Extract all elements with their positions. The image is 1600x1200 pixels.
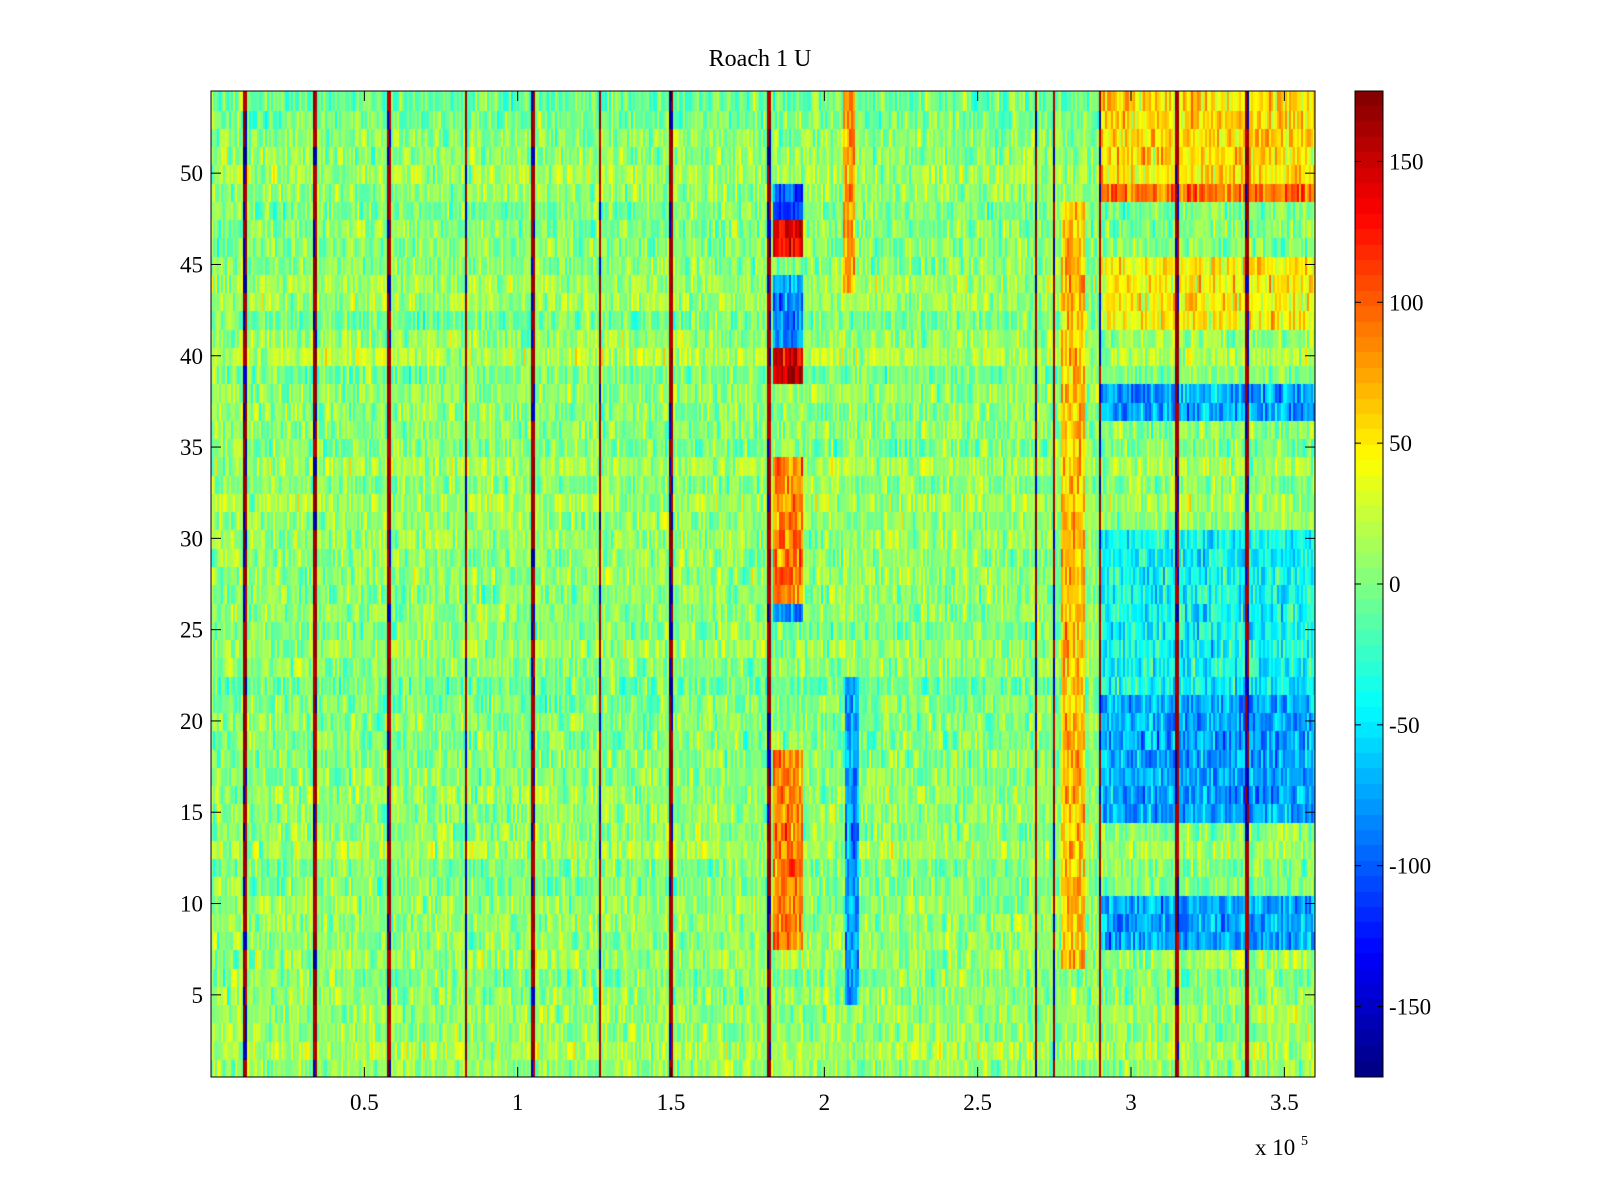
y-tick-label: 45 bbox=[180, 252, 203, 277]
colorbar-tick-label: -100 bbox=[1389, 854, 1431, 879]
x-axis: 0.5 1 1.5 2 2.5 3 3.5 bbox=[350, 91, 1299, 1115]
colorbar-tick-label: 0 bbox=[1389, 572, 1401, 597]
colorbar-tick-label: -150 bbox=[1389, 995, 1431, 1020]
x-tick-label: 2 bbox=[819, 1090, 831, 1115]
x-tick-label: 3 bbox=[1125, 1090, 1137, 1115]
y-tick-label: 30 bbox=[180, 526, 203, 551]
x-tick-label: 1.5 bbox=[657, 1090, 686, 1115]
x-tick-label: 2.5 bbox=[963, 1090, 992, 1115]
colorbar-tick-label: -50 bbox=[1389, 713, 1420, 738]
heatmap-cells bbox=[211, 91, 1315, 1077]
y-tick-label: 25 bbox=[180, 618, 203, 643]
x-tick-label: 3.5 bbox=[1270, 1090, 1299, 1115]
x-multiplier-exponent: 5 bbox=[1301, 1134, 1308, 1149]
colorbar-tick-label: 50 bbox=[1389, 431, 1412, 456]
y-tick-label: 35 bbox=[180, 435, 203, 460]
x-tick-label: 0.5 bbox=[350, 1090, 379, 1115]
y-axis: 5 10 15 20 25 30 35 40 45 50 bbox=[180, 161, 1315, 1008]
colorbar-axis: 150 100 50 0 -50 -100 -150 bbox=[1355, 149, 1431, 1020]
x-multiplier: x 10 5 bbox=[1255, 1134, 1308, 1160]
colorbar-tick-label: 100 bbox=[1389, 290, 1424, 315]
chart-title: Roach 1 U bbox=[709, 46, 812, 72]
plot-frame bbox=[210, 90, 1316, 1078]
x-multiplier-base: x 10 bbox=[1255, 1135, 1295, 1160]
y-tick-label: 10 bbox=[180, 892, 203, 917]
y-tick-label: 50 bbox=[180, 161, 203, 186]
y-tick-label: 40 bbox=[180, 344, 203, 369]
y-tick-label: 5 bbox=[192, 983, 204, 1008]
y-tick-label: 15 bbox=[180, 800, 203, 825]
x-tick-label: 1 bbox=[512, 1090, 524, 1115]
colorbar-tick-label: 150 bbox=[1389, 149, 1424, 174]
y-tick-label: 20 bbox=[180, 709, 203, 734]
